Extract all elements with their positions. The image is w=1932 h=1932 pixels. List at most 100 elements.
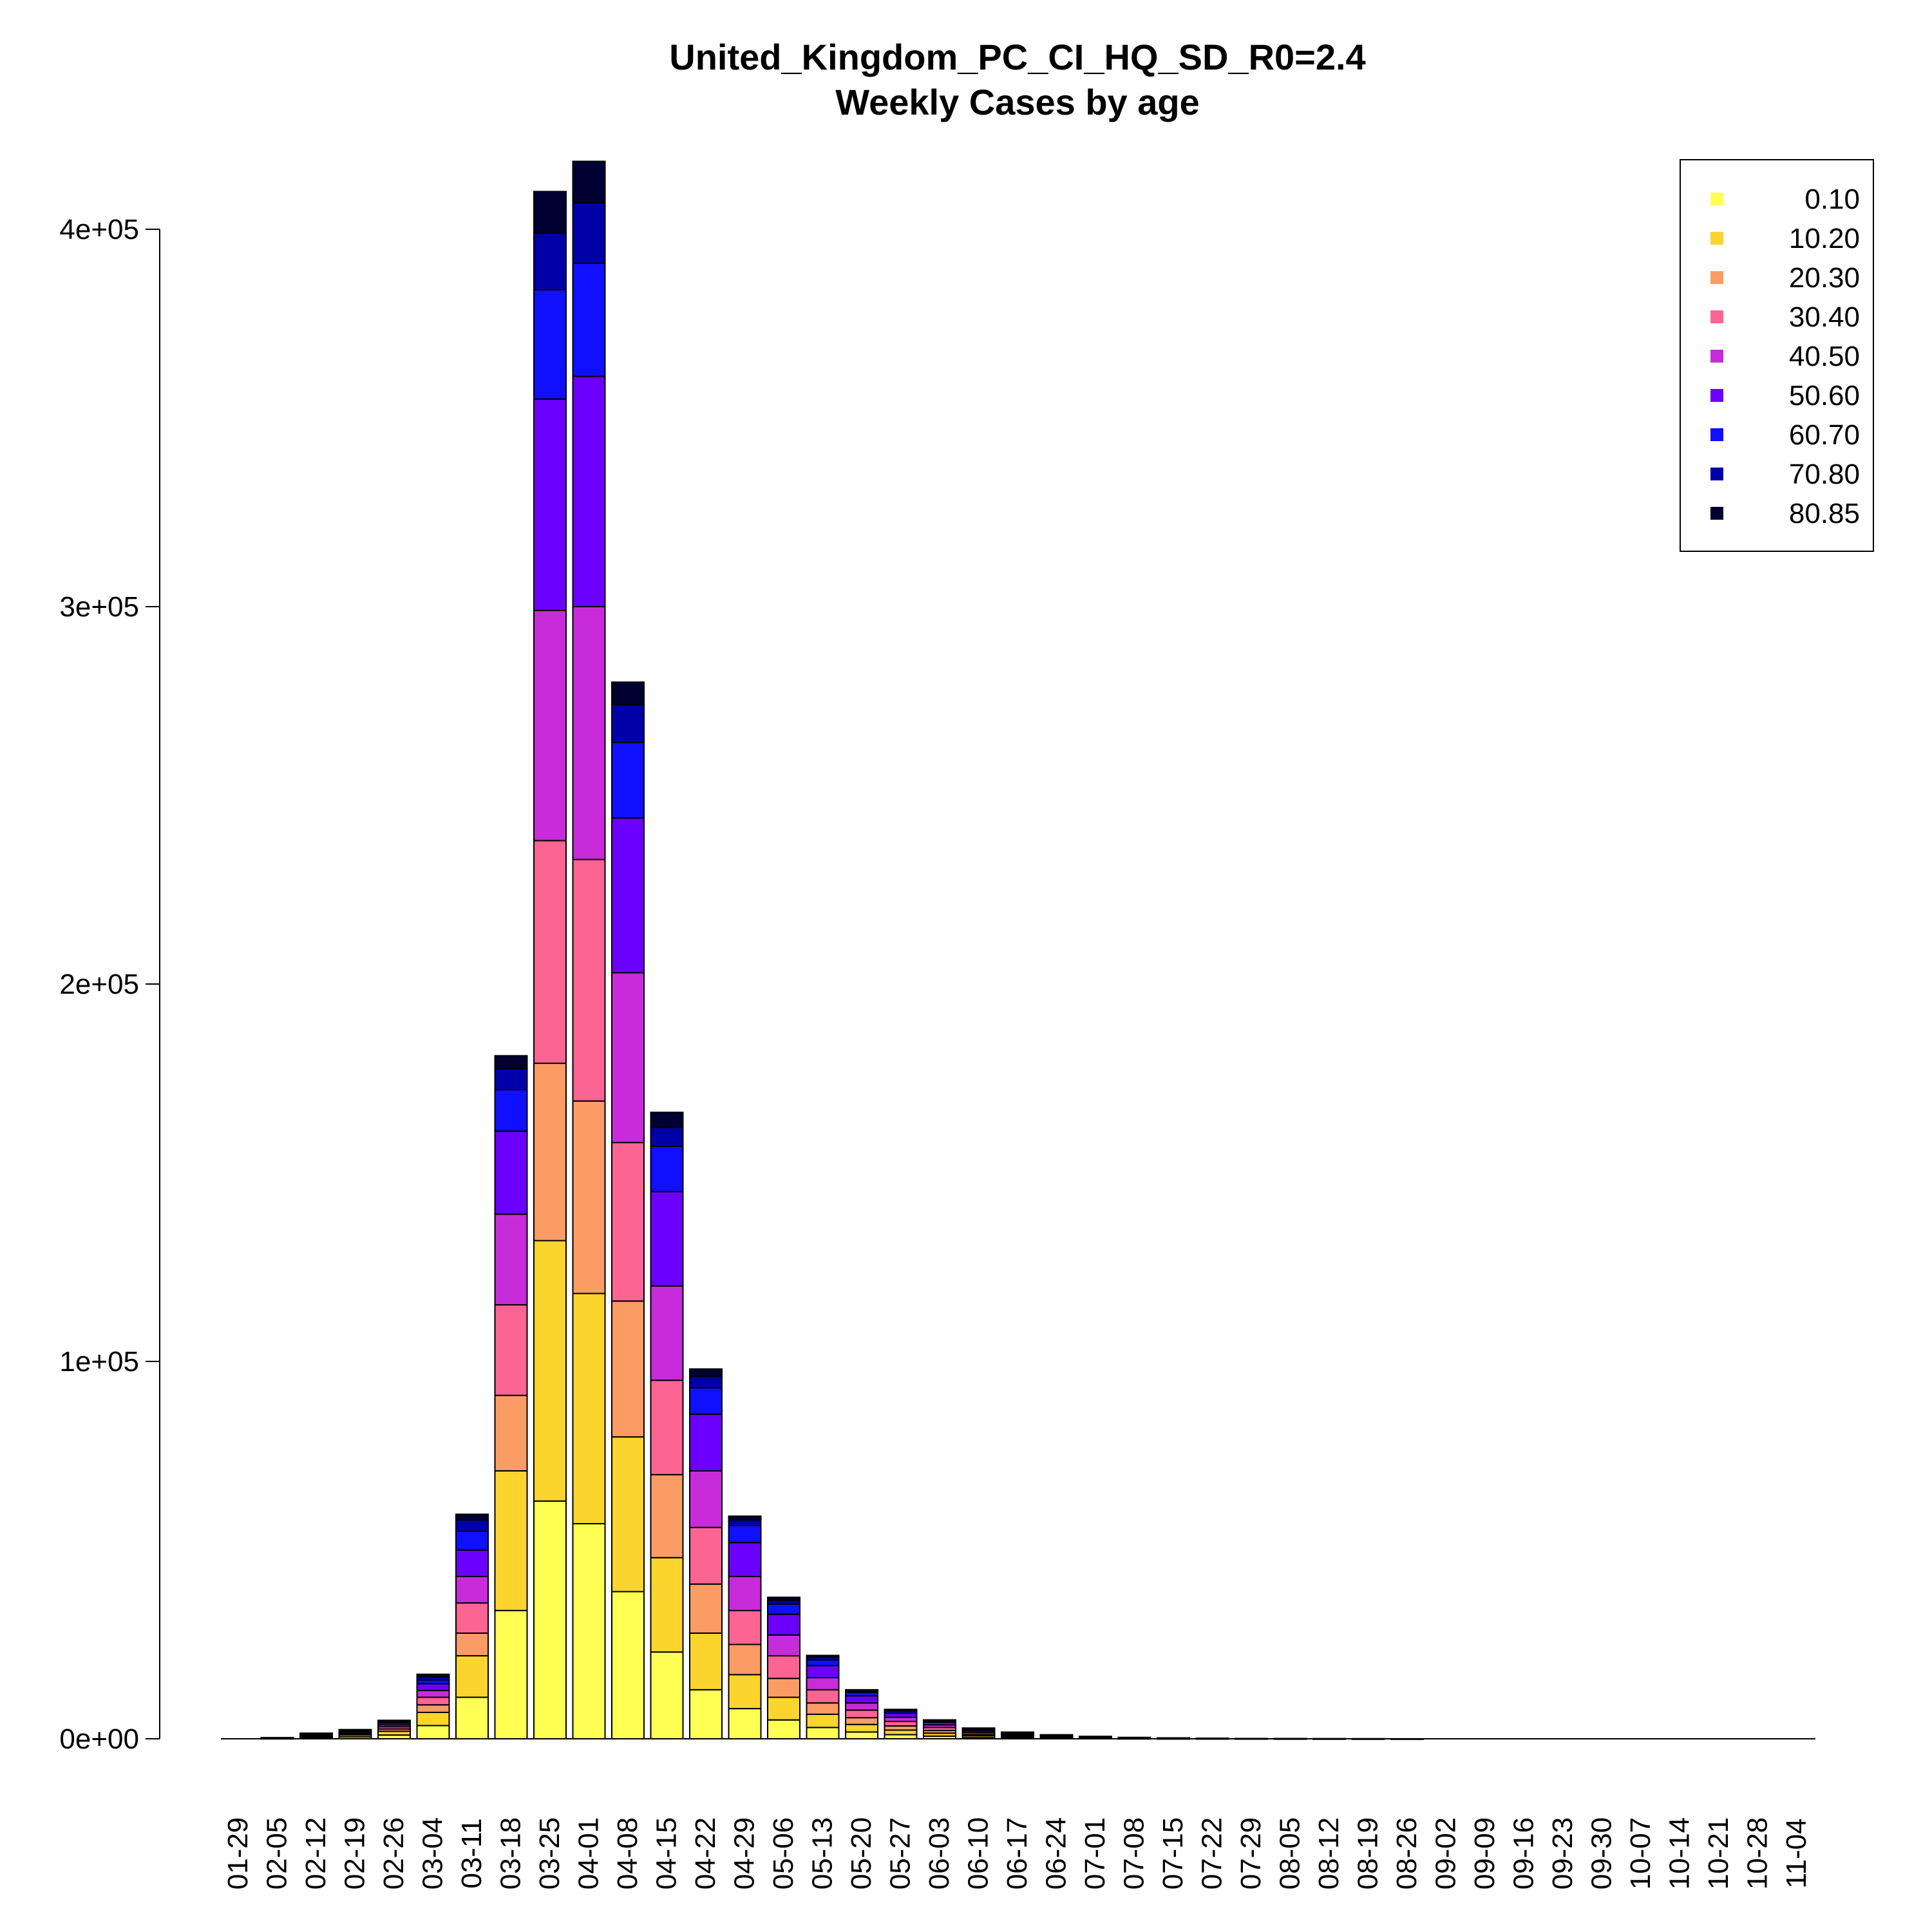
x-tick-label: 04-15 <box>651 1817 683 1890</box>
x-tick-label: 08-05 <box>1274 1817 1306 1890</box>
bar-segment <box>416 1704 450 1713</box>
bar-stack <box>455 1513 489 1740</box>
x-tick-label: 03-11 <box>456 1818 488 1888</box>
x-tick-label: 07-01 <box>1079 1817 1111 1890</box>
bar-segment <box>533 609 567 842</box>
legend-item: 50.60 <box>1710 380 1860 412</box>
legend-label: 30.40 <box>1789 301 1860 333</box>
bar-segment <box>650 1285 684 1381</box>
x-tick-label: 03-18 <box>495 1817 527 1890</box>
x-tick-label: 06-10 <box>963 1817 994 1890</box>
bar-stack <box>806 1654 840 1739</box>
bar-segment <box>416 1725 450 1739</box>
bar-segment <box>494 1609 528 1740</box>
bar-stack <box>416 1673 450 1739</box>
x-tick-label: 09-02 <box>1430 1817 1462 1890</box>
x-tick-label: 02-05 <box>261 1817 293 1890</box>
bar-segment <box>611 1436 645 1593</box>
bar-stack <box>299 1732 333 1739</box>
bar-segment <box>572 606 606 860</box>
bar-segment <box>494 1213 528 1306</box>
bar-segment <box>533 289 567 400</box>
legend-item: 30.40 <box>1710 301 1860 333</box>
bar-segment <box>728 1515 762 1521</box>
bar-segment <box>455 1602 489 1634</box>
bar-segment <box>767 1596 800 1601</box>
chart-subtitle: Weekly Cases by age <box>835 82 1200 122</box>
bar-segment <box>689 1526 723 1585</box>
bar-segment <box>416 1689 450 1698</box>
x-tick-label: 06-03 <box>923 1817 955 1890</box>
y-tick-label: 3e+05 <box>59 591 139 623</box>
bar-segment <box>611 1142 645 1302</box>
bar-segment <box>767 1719 800 1739</box>
bar-segment <box>455 1632 489 1657</box>
bar-segment <box>377 1719 411 1722</box>
legend-label: 20.30 <box>1789 262 1860 294</box>
x-tick-label: 07-15 <box>1157 1817 1189 1890</box>
x-tick-label: 05-06 <box>768 1817 799 1890</box>
bar-segment <box>728 1542 762 1578</box>
bar-segment <box>1001 1731 1034 1734</box>
x-tick-label: 02-26 <box>378 1817 410 1890</box>
bar-stack <box>611 681 645 1739</box>
bar-segment <box>806 1702 840 1715</box>
bar-segment <box>845 1731 878 1739</box>
bar-segment <box>416 1696 450 1706</box>
bar-segment <box>650 1651 684 1739</box>
bar-segment <box>455 1513 489 1521</box>
x-tick-label: 04-22 <box>690 1817 721 1890</box>
x-tick-label: 07-22 <box>1197 1817 1228 1890</box>
bar-segment <box>767 1655 800 1680</box>
bar-segment <box>611 1591 645 1739</box>
x-tick-label: 06-17 <box>1001 1817 1033 1890</box>
y-tick-label: 2e+05 <box>59 969 139 1000</box>
y-tick-label: 0e+00 <box>59 1723 139 1755</box>
bar-segment <box>806 1654 840 1658</box>
bar-segment <box>689 1414 723 1472</box>
x-tick-label: 09-09 <box>1469 1817 1501 1890</box>
bar-segment <box>1079 1736 1112 1738</box>
bar-segment <box>494 1470 528 1611</box>
bar-segment <box>416 1711 450 1727</box>
bar-stack <box>494 1055 528 1740</box>
bar-segment <box>416 1683 450 1691</box>
bar-segment <box>611 704 645 743</box>
bar-segment <box>572 1522 606 1739</box>
bar-segment <box>689 1470 723 1528</box>
bar-segment <box>845 1709 878 1719</box>
x-tick-label: 07-29 <box>1235 1817 1267 1890</box>
bar-segment <box>806 1689 840 1704</box>
legend-item: 40.50 <box>1710 341 1860 372</box>
x-tick-label: 10-28 <box>1742 1817 1774 1890</box>
bar-segment <box>494 1394 528 1472</box>
bar-segment <box>884 1709 918 1711</box>
bar-segment <box>494 1130 528 1215</box>
bar-segment <box>494 1304 528 1396</box>
bar-segment <box>572 858 606 1102</box>
bar-segment <box>650 1557 684 1653</box>
bar-segment <box>767 1603 800 1615</box>
bar-segment <box>767 1634 800 1657</box>
bar-stack <box>845 1689 878 1739</box>
bar-segment <box>689 1387 723 1416</box>
bar-segment <box>572 1100 606 1294</box>
x-tick-label: 04-08 <box>612 1817 643 1890</box>
bar-segment <box>455 1655 489 1698</box>
bar-segment <box>845 1702 878 1711</box>
bar-segment <box>533 1240 567 1502</box>
bar-segment <box>494 1068 528 1091</box>
bar-segment <box>650 1126 684 1147</box>
legend-label: 70.80 <box>1789 459 1860 490</box>
x-tick-label: 08-26 <box>1391 1817 1423 1890</box>
bar-stack <box>884 1709 918 1739</box>
x-tick-label: 01-29 <box>222 1817 254 1890</box>
bar-segment <box>845 1695 878 1704</box>
bar-segment <box>611 681 645 706</box>
bars <box>260 160 1424 1740</box>
legend-swatch <box>1710 468 1723 480</box>
bar-segment <box>455 1519 489 1532</box>
bar-segment <box>572 375 606 607</box>
bar-segment <box>689 1583 723 1634</box>
x-tick-label: 10-21 <box>1703 1817 1734 1890</box>
